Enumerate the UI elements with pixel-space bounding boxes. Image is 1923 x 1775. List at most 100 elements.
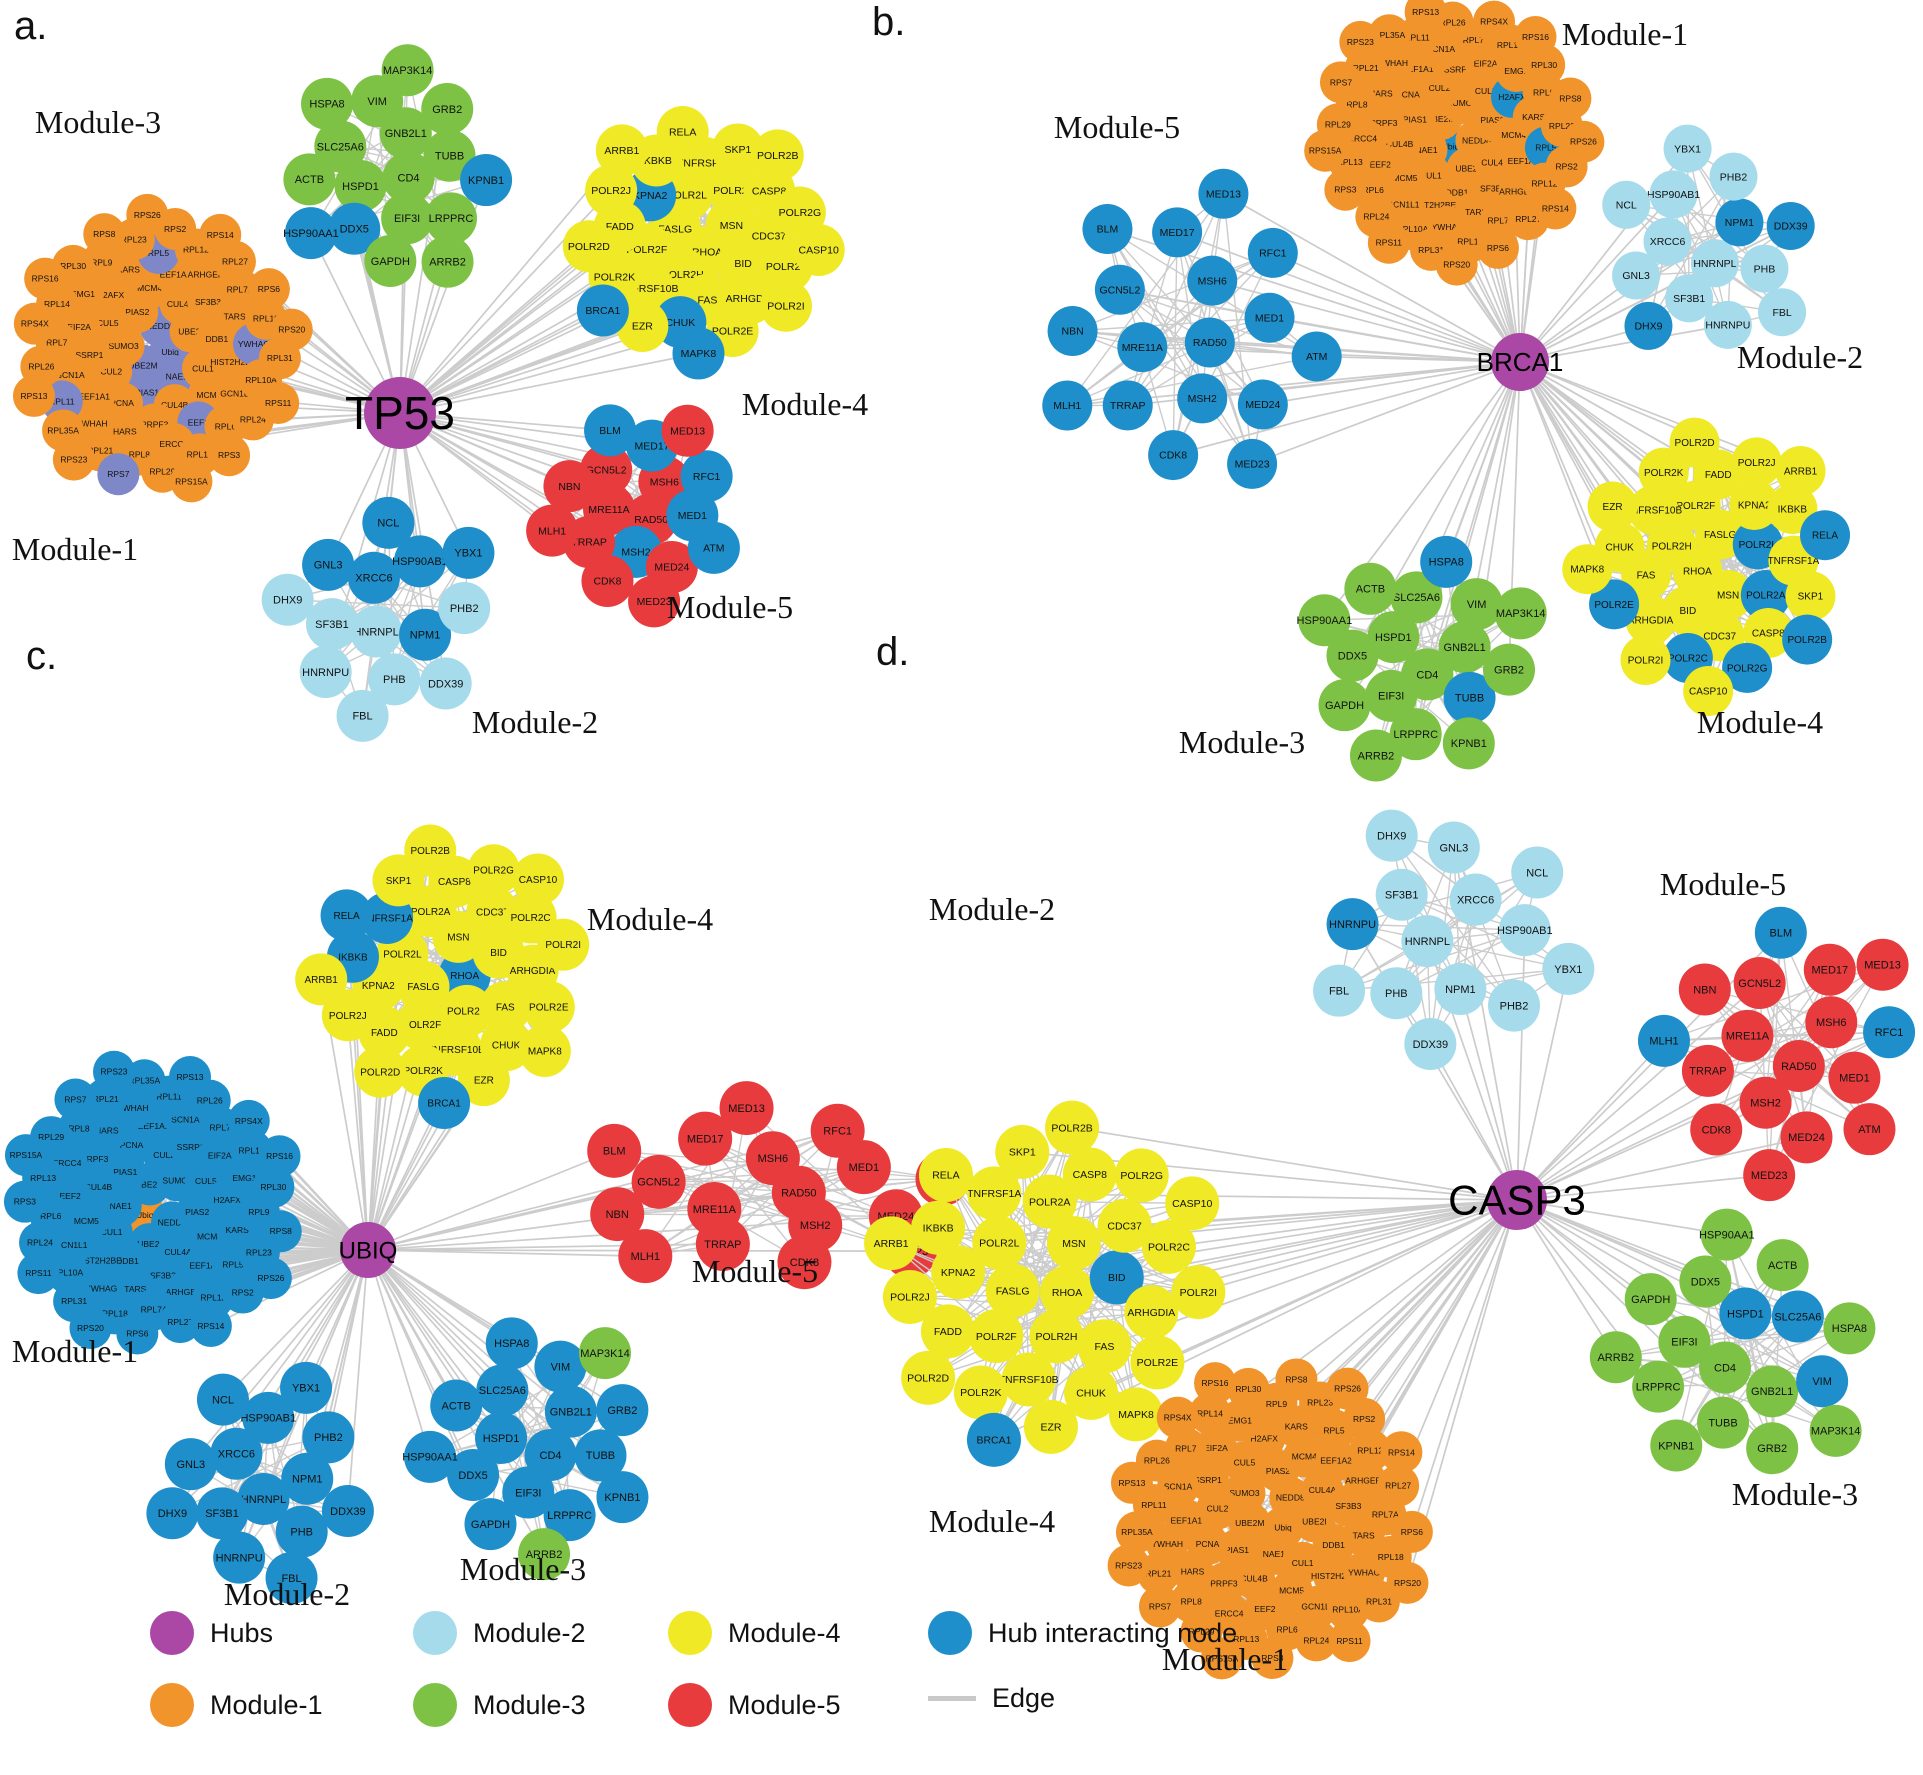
node-CD4[interactable]: CD4 [524,1428,577,1481]
node-GCN5L2[interactable]: GCN5L2 [1094,264,1145,315]
node-HNRNPL[interactable]: HNRNPL [1401,915,1454,968]
node-HSPD1[interactable]: HSPD1 [334,159,387,212]
node-DDX5[interactable]: DDX5 [1679,1255,1732,1308]
node-POLR2J[interactable]: POLR2J [1731,437,1782,488]
node-POLR2E[interactable]: POLR2E [522,980,575,1033]
node-RPS4X[interactable]: RPS4X [13,302,56,345]
node-ARRB2[interactable]: ARRB2 [1589,1331,1642,1384]
node-BRCA1[interactable]: BRCA1 [966,1412,1021,1467]
node-MED13[interactable]: MED13 [719,1081,774,1136]
node-CASP10[interactable]: CASP10 [511,853,564,906]
node-FBL[interactable]: FBL [1313,964,1366,1017]
node-HSPD1[interactable]: HSPD1 [1367,611,1420,664]
node-HSPA8[interactable]: HSPA8 [301,77,354,130]
node-MED24[interactable]: MED24 [1780,1111,1833,1164]
node-YBX1[interactable]: YBX1 [1542,942,1595,995]
node-SKP1[interactable]: SKP1 [711,123,764,176]
node-NPM1[interactable]: NPM1 [1434,962,1487,1015]
node-RPS4X[interactable]: RPS4X [1156,1396,1199,1439]
node-RPS20[interactable]: RPS20 [270,308,313,351]
node-ACTB[interactable]: ACTB [430,1379,483,1432]
node-CHUK[interactable]: CHUK [1064,1365,1119,1420]
node-BLM[interactable]: BLM [587,1123,642,1178]
node-RPS8[interactable]: RPS8 [1549,77,1592,120]
node-ATM[interactable]: ATM [1291,331,1342,382]
node-HSPA8[interactable]: HSPA8 [1823,1302,1876,1355]
node-POLR2I[interactable]: POLR2I [759,279,812,332]
node-ARRB1[interactable]: ARRB1 [295,953,348,1006]
node-PHB2[interactable]: PHB2 [302,1411,355,1464]
node-VIM[interactable]: VIM [1796,1355,1849,1408]
node-POLR2A[interactable]: POLR2A [1740,570,1791,621]
node-RELA[interactable]: RELA [918,1148,973,1203]
node-RPS23[interactable]: RPS23 [1339,20,1382,63]
node-NCL[interactable]: NCL [1602,180,1651,229]
node-NBN[interactable]: NBN [590,1187,645,1242]
node-HNRNPU[interactable]: HNRNPU [1326,898,1379,951]
node-NPM1[interactable]: NPM1 [399,608,452,661]
node-RPL12[interactable]: RPL12 [1349,1429,1392,1472]
node-HSP90AB1[interactable]: HSP90AB1 [1647,170,1700,219]
node-POLR2L[interactable]: POLR2L [972,1216,1027,1271]
node-RPS23[interactable]: RPS23 [52,438,95,481]
node-EZR[interactable]: EZR [457,1054,510,1107]
node-RPL27[interactable]: RPL27 [159,1301,202,1344]
node-BID[interactable]: BID [1089,1250,1144,1305]
node-RPL24[interactable]: RPL24 [1295,1619,1338,1662]
node-DHX9[interactable]: DHX9 [1624,301,1673,350]
node-MAP3K14[interactable]: MAP3K14 [578,1327,631,1380]
node-FAS[interactable]: FAS [479,981,532,1034]
node-RPS20[interactable]: RPS20 [1435,243,1478,286]
node-POLR2H[interactable]: POLR2H [1029,1309,1084,1364]
node-MSH2[interactable]: MSH2 [1739,1076,1792,1129]
node-POLR2B[interactable]: POLR2B [751,129,804,182]
node-TNFRSF10B[interactable]: TNFRSF10B [999,1352,1059,1407]
node-HSP90AB1[interactable]: HSP90AB1 [1497,904,1553,957]
node-SLC25A6[interactable]: SLC25A6 [1390,571,1443,624]
node-POLR2D[interactable]: POLR2D [562,220,615,273]
node-TNFRSF1A[interactable]: TNFRSF1A [967,1166,1021,1221]
hub-UBIQ[interactable]: UBIQ [339,1222,398,1278]
node-KPNB1[interactable]: KPNB1 [596,1471,649,1524]
node-MED13[interactable]: MED13 [1856,938,1909,991]
node-RFC1[interactable]: RFC1 [1863,1006,1916,1059]
hub-BRCA1[interactable]: BRCA1 [1477,333,1564,391]
node-POLR2C[interactable]: POLR2C [1141,1219,1196,1274]
node-SF3B1[interactable]: SF3B1 [305,598,358,651]
node-MSH6[interactable]: MSH6 [745,1131,800,1186]
node-RPS13[interactable]: RPS13 [1404,0,1447,33]
node-TUBB[interactable]: TUBB [1443,671,1496,724]
node-POLR2E[interactable]: POLR2E [1589,579,1640,630]
node-CDC37[interactable]: CDC37 [466,886,519,939]
node-RAD50[interactable]: RAD50 [1184,317,1235,368]
node-POLR2J[interactable]: POLR2J [585,164,638,217]
node-RPS26[interactable]: RPS26 [1326,1367,1369,1410]
node-POLR2D[interactable]: POLR2D [1669,417,1720,468]
node-MAP3K14[interactable]: MAP3K14 [381,44,434,97]
node-RPS23[interactable]: RPS23 [93,1050,136,1093]
node-SKP1[interactable]: SKP1 [1785,571,1836,622]
node-RPS13[interactable]: RPS13 [169,1056,212,1099]
node-RPS3[interactable]: RPS3 [208,434,251,477]
node-GAPDH[interactable]: GAPDH [464,1498,517,1551]
hub-CASP3[interactable]: CASP3 [1448,1170,1586,1230]
node-MED17[interactable]: MED17 [678,1111,733,1166]
node-ACTB[interactable]: ACTB [283,153,336,206]
node-POLR2K[interactable]: POLR2K [953,1365,1008,1420]
node-RPS11[interactable]: RPS11 [1367,221,1410,264]
node-RPS6[interactable]: RPS6 [116,1312,159,1355]
node-POLR2E[interactable]: POLR2E [1130,1335,1185,1390]
node-RPL27[interactable]: RPL27 [1377,1464,1420,1507]
node-TNFRSF10B[interactable]: TNFRSF10B [1625,485,1683,536]
node-TUBB[interactable]: TUBB [574,1429,627,1482]
node-NBN[interactable]: NBN [1678,963,1731,1016]
node-IKBKB[interactable]: IKBKB [911,1200,966,1255]
node-SLC25A6[interactable]: SLC25A6 [476,1364,529,1417]
node-FAS[interactable]: FAS [1077,1319,1132,1374]
node-RPS14[interactable]: RPS14 [189,1304,232,1347]
node-MED23[interactable]: MED23 [1743,1149,1796,1202]
node-ARRB2[interactable]: ARRB2 [518,1528,571,1581]
node-GRB2[interactable]: GRB2 [1746,1422,1799,1475]
node-POLR2I[interactable]: POLR2I [1620,634,1671,685]
node-GAPDH[interactable]: GAPDH [364,235,417,288]
